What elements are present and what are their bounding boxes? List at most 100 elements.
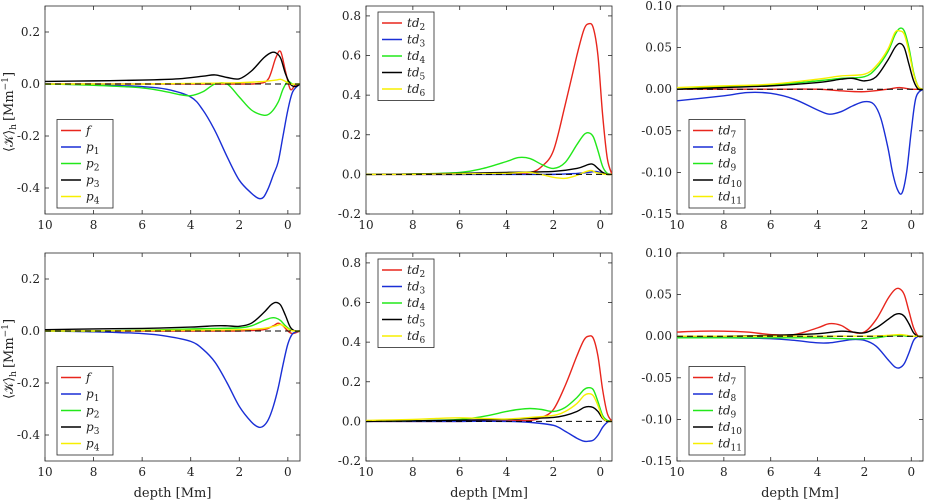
- legend-label-f: f: [85, 124, 93, 138]
- x-tick-label: 0: [596, 465, 604, 479]
- y-tick-label: 0.00: [645, 82, 672, 96]
- legend-label-td9: td9: [718, 157, 737, 174]
- series-line-p3: [45, 51, 300, 88]
- x-tick-label: 10: [358, 218, 373, 232]
- x-tick-label: 0: [596, 218, 604, 232]
- legend-label-td3: td3: [407, 33, 426, 50]
- x-tick-label: 8: [409, 218, 417, 232]
- y-tick-label: -0.05: [641, 124, 672, 138]
- x-tick-label: 0: [907, 218, 915, 232]
- y-tick-label: -0.2: [17, 376, 40, 390]
- x-tick-label: 4: [187, 465, 195, 479]
- x-axis-label: depth [Mm]: [450, 486, 528, 501]
- x-tick-label: 8: [90, 465, 98, 479]
- x-tick-label: 2: [235, 218, 243, 232]
- series-line-td10: [677, 312, 923, 338]
- x-tick-label: 8: [720, 218, 728, 232]
- x-tick-label: 8: [90, 218, 98, 232]
- series-line-p1: [45, 83, 300, 200]
- series-line-td6: [366, 392, 612, 423]
- legend-label-p2: p2: [86, 157, 99, 174]
- y-tick-label: 0.6: [342, 296, 361, 310]
- legend-label-td5: td5: [407, 66, 426, 83]
- legend-label-td7: td7: [718, 124, 737, 141]
- x-tick-label: 10: [358, 465, 373, 479]
- panel-row1-col3: 10 8 6 4 2 0 -0.15 -0.10 -0.05 0.00 0.05 0.10 td7td8…: [641, 0, 924, 232]
- series-line-td6: [366, 169, 612, 180]
- x-tick-label: 4: [503, 218, 511, 232]
- legend-label-td4: td4: [407, 49, 426, 66]
- y-tick-label: 0.2: [21, 272, 40, 286]
- legend-label-p4: p4: [86, 437, 100, 454]
- x-tick-label: 6: [767, 465, 775, 479]
- series-line-td8: [677, 335, 923, 369]
- legend-label-td10: td10: [718, 173, 742, 190]
- series-line-td4: [366, 131, 612, 176]
- x-tick-label: 2: [550, 465, 558, 479]
- x-tick-label: 6: [456, 218, 464, 232]
- y-tick-label: -0.10: [641, 165, 672, 179]
- series-line-td10: [677, 42, 923, 91]
- y-tick-label: 0.6: [342, 49, 361, 63]
- x-tick-label: 2: [861, 465, 869, 479]
- x-tick-label: 10: [669, 465, 684, 479]
- x-tick-label: 4: [187, 218, 195, 232]
- x-tick-label: 2: [550, 218, 558, 232]
- y-tick-label: -0.10: [641, 412, 672, 426]
- y-tick-label: -0.2: [338, 207, 361, 221]
- x-tick-label: 10: [669, 218, 684, 232]
- y-tick-label: 0.10: [645, 0, 672, 13]
- y-tick-label: -0.15: [641, 454, 672, 468]
- x-tick-label: 10: [37, 465, 52, 479]
- x-tick-label: 4: [814, 218, 822, 232]
- x-axis-label: depth [Mm]: [134, 486, 212, 501]
- y-axis-label: ⟨𝒦⟩h[Mm−1]: [1, 72, 19, 152]
- legend-label-p2: p2: [86, 404, 99, 421]
- x-tick-label: 0: [907, 465, 915, 479]
- y-tick-label: -0.4: [17, 428, 41, 442]
- legend-label-td9: td9: [718, 404, 737, 421]
- y-tick-label: 0.8: [342, 9, 361, 23]
- x-tick-label: 0: [284, 218, 292, 232]
- series-line-td5: [366, 405, 612, 423]
- legend-label-td10: td10: [718, 420, 742, 437]
- x-tick-label: 10: [37, 218, 52, 232]
- y-tick-label: 0.0: [21, 77, 40, 91]
- legend-label-p1: p1: [86, 140, 99, 157]
- x-tick-label: 4: [814, 465, 822, 479]
- y-tick-label: 0.05: [645, 41, 672, 55]
- y-tick-label: -0.2: [17, 129, 40, 143]
- legend-label-td11: td11: [718, 190, 742, 207]
- x-tick-label: 8: [720, 465, 728, 479]
- x-tick-label: 6: [767, 218, 775, 232]
- series-line-p2: [45, 80, 300, 117]
- legend-label-td2: td2: [407, 263, 425, 280]
- y-tick-label: 0.2: [21, 25, 40, 39]
- y-tick-label: 0.2: [342, 375, 361, 389]
- series-line-td8: [677, 88, 923, 195]
- y-tick-label: 0.05: [645, 288, 672, 302]
- y-tick-label: -0.4: [17, 181, 41, 195]
- x-tick-label: 6: [456, 465, 464, 479]
- x-tick-label: 2: [235, 465, 243, 479]
- y-tick-label: 0.00: [645, 329, 672, 343]
- legend-label-td6: td6: [407, 329, 426, 346]
- x-tick-label: 6: [138, 218, 146, 232]
- legend-label-td8: td8: [718, 387, 737, 404]
- series-line-td11: [677, 29, 923, 90]
- y-tick-label: 0.2: [342, 128, 361, 142]
- legend-label-p1: p1: [86, 387, 99, 404]
- y-tick-label: 0.10: [645, 246, 672, 260]
- panel-row2-col2: 10 8 6 4 2 0 -0.2 0.0 0.2 0.4 0.6 0.8 td2td3td4td5td…: [338, 252, 613, 501]
- panel-row1-col2: 10 8 6 4 2 0 -0.2 0.0 0.2 0.4 0.6 0.8 td2td3td4td5td…: [338, 5, 613, 232]
- series-line-td4: [366, 386, 612, 423]
- legend-label-td5: td5: [407, 313, 426, 330]
- x-tick-label: 4: [503, 465, 511, 479]
